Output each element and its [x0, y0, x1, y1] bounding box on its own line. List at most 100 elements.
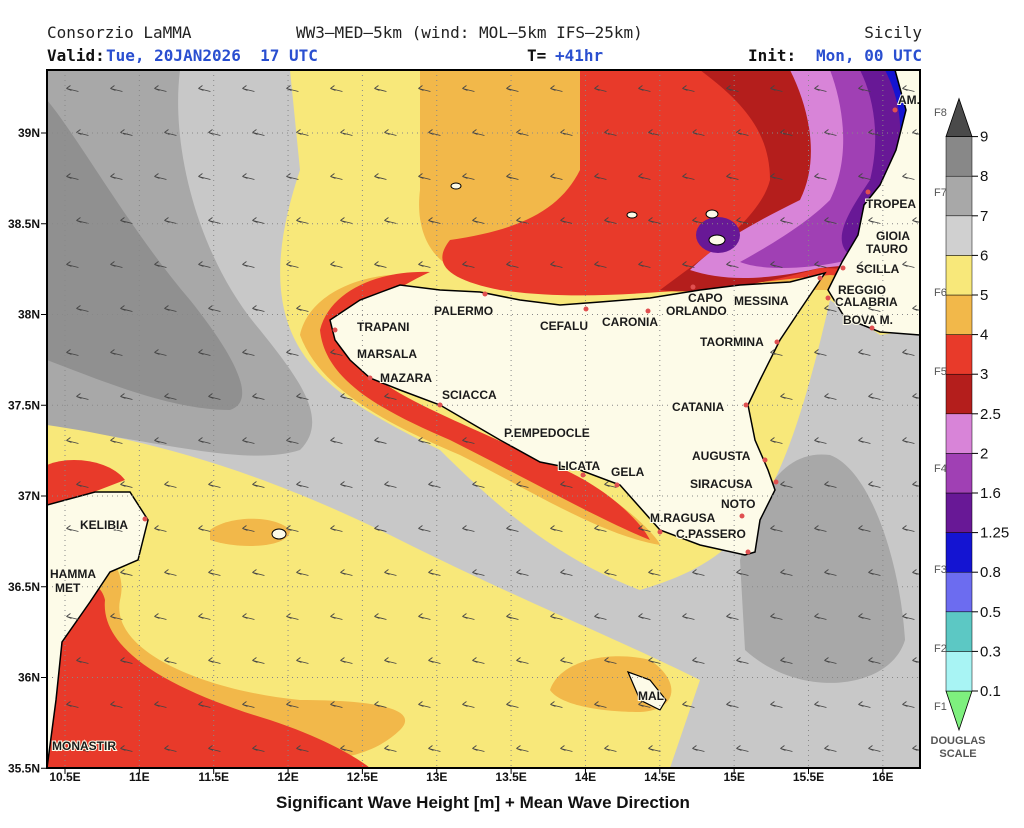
- wave-arrow: [868, 657, 881, 664]
- wave-arrow: [428, 481, 441, 488]
- wave-arrow: [120, 657, 133, 664]
- wave-arrow: [374, 613, 387, 620]
- wave-arrow: [516, 745, 529, 752]
- place-label: CATANIA: [672, 400, 725, 414]
- wave-arrow: [770, 525, 783, 532]
- wave-arrow: [506, 701, 519, 708]
- wave-arrow: [76, 569, 89, 576]
- wave-arrow: [472, 129, 485, 136]
- footer: Significant Wave Height [m] + Mean Wave …: [276, 793, 690, 812]
- wave-arrow: [242, 613, 255, 620]
- wave-arrow: [902, 613, 915, 620]
- wave-arrow: [770, 437, 783, 444]
- wave-arrow: [198, 85, 211, 92]
- colorbar-band: [945, 294, 973, 335]
- wave-arrow: [330, 173, 343, 180]
- wave-arrow: [252, 745, 265, 752]
- wave-arrow: [374, 261, 387, 268]
- valid-label: Valid:: [47, 46, 105, 65]
- wave-arrow: [506, 173, 519, 180]
- wave-arrow: [252, 217, 265, 224]
- place-dot: [657, 529, 663, 535]
- y-tick-label: 36.5N: [8, 580, 40, 594]
- wave-arrow: [164, 129, 177, 136]
- wave-arrow: [296, 657, 309, 664]
- wave-arrow: [110, 349, 123, 356]
- wave-arrow: [560, 657, 573, 664]
- wave-arrow: [66, 701, 79, 708]
- wave-arrow: [814, 701, 827, 708]
- y-tick-label: 37N: [18, 489, 40, 503]
- wave-arrow: [780, 745, 793, 752]
- wave-arrow: [252, 305, 265, 312]
- wave-arrow: [462, 261, 475, 268]
- y-tick-label: 38N: [18, 308, 40, 322]
- colorbar-label: 8: [980, 168, 988, 185]
- colorbar-band: [945, 651, 973, 692]
- valid: Tue, 20JAN2026 17 UTC: [106, 46, 318, 65]
- wave-arrow: [208, 657, 221, 664]
- wave-arrow: [726, 701, 739, 708]
- wave-arrow: [770, 261, 783, 268]
- calabria: [827, 70, 920, 336]
- place-label: MONASTIR: [52, 739, 116, 753]
- place-label: C.PASSERO: [676, 527, 746, 541]
- place-dot: [645, 308, 651, 314]
- wave-arrow: [164, 217, 177, 224]
- wave-arrow: [902, 349, 915, 356]
- wave-arrow: [428, 569, 441, 576]
- ustica-island: [450, 182, 462, 190]
- y-tick-label: 36N: [18, 671, 40, 685]
- wave-arrow: [912, 569, 920, 575]
- douglas-label: F7: [934, 187, 947, 199]
- wave-arrow: [902, 701, 915, 708]
- wave-arrow: [516, 481, 529, 488]
- wave-arrow: [736, 217, 749, 224]
- place-label: TROPEA: [866, 197, 916, 211]
- wave-arrow: [120, 217, 133, 224]
- wave-arrow: [726, 261, 739, 268]
- wave-arrow: [780, 481, 793, 488]
- wave-arrow: [76, 393, 89, 400]
- wave-arrow: [472, 217, 485, 224]
- colorbar-band: [945, 215, 973, 256]
- wave-arrow: [824, 305, 837, 312]
- place-label: MESSINA: [734, 294, 789, 308]
- wave-arrow: [428, 129, 441, 136]
- wave-arrow: [550, 261, 563, 268]
- wave-arrow: [252, 481, 265, 488]
- wave-arrow: [384, 129, 397, 136]
- malta: [626, 670, 667, 711]
- wave-arrow: [252, 657, 265, 664]
- wave-arrow: [550, 701, 563, 708]
- wave-arrow: [154, 173, 167, 180]
- wave-arrow: [682, 701, 695, 708]
- wave-arrow: [374, 437, 387, 444]
- wave-arrow: [418, 261, 431, 268]
- place-label: TRAPANI: [357, 320, 409, 334]
- wave-arrow: [198, 437, 211, 444]
- wave-arrow: [198, 261, 211, 268]
- place-label: CAPO: [688, 291, 723, 305]
- wave-arrow: [76, 481, 89, 488]
- wave-arrow: [154, 525, 167, 532]
- douglas-label: F6: [934, 287, 947, 299]
- wave-arrow: [374, 701, 387, 708]
- wave-arrow: [902, 261, 915, 268]
- wave-arrow: [242, 437, 255, 444]
- wave-arrow: [296, 745, 309, 752]
- wave-arrow: [330, 261, 343, 268]
- wave-arrow: [912, 305, 920, 311]
- colorbar-band: [945, 334, 973, 375]
- wave-arrow: [560, 481, 573, 488]
- place-dot: [580, 472, 586, 478]
- x-tick-label: 14E: [575, 770, 596, 784]
- place-dot: [817, 275, 823, 281]
- place-label: ORLANDO: [666, 304, 727, 318]
- wave-arrow: [66, 525, 79, 532]
- wave-arrow: [902, 525, 915, 532]
- place-dot: [614, 482, 620, 488]
- wave-arrow: [594, 261, 607, 268]
- wave-arrow: [638, 525, 651, 532]
